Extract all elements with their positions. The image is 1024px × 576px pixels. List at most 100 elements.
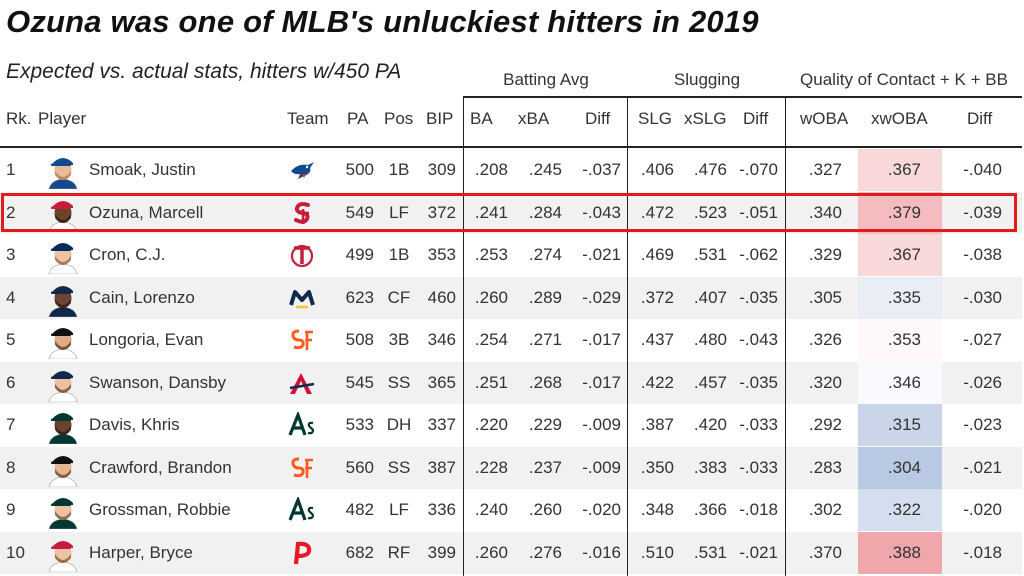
- player-headshot-icon: [48, 243, 78, 274]
- cell-pos: 3B: [388, 330, 410, 349]
- cell-ba: .228: [474, 457, 508, 477]
- xwoba-heat-cell: [858, 191, 942, 234]
- header-rule: [0, 146, 1022, 148]
- cell-diff3: -.040: [963, 160, 1002, 179]
- cell-pa: 482: [345, 500, 374, 519]
- col-header-slg: SLG: [638, 109, 673, 128]
- cell-pa: 533: [345, 415, 374, 434]
- col-header-woba-diff: Diff: [967, 109, 993, 128]
- col-header-pos: Pos: [384, 109, 414, 128]
- cell-xba: .268: [528, 372, 562, 392]
- cell-pa: 499: [345, 245, 374, 264]
- giants-logo-icon: [291, 457, 313, 478]
- cell-xba: .274: [528, 245, 562, 264]
- col-header-slg-diff: Diff: [743, 109, 769, 128]
- cell-bip: 336: [427, 500, 456, 519]
- cell-player: Crawford, Brandon: [89, 457, 232, 477]
- cell-ba: .253: [474, 245, 508, 264]
- cell-xba: .245: [528, 160, 562, 179]
- cell-diff1: -.009: [582, 415, 621, 434]
- cell-diff1: -.029: [582, 287, 621, 307]
- group-underline-slugging: [628, 96, 785, 98]
- table-row: 10 Harper, Bryce 682 RF 399 .260 .276 -.016 .510…: [0, 531, 1022, 574]
- table-row: 2 Ozuna, Marcell 549 LF 372 .241 .284 -.043 .472…: [0, 191, 1022, 234]
- cell-slg: .372: [640, 287, 674, 307]
- cell-xslg: .531: [693, 542, 727, 562]
- cell-rk: 2: [6, 202, 16, 222]
- cell-ba: .260: [474, 287, 508, 307]
- xwoba-heat-cell: [858, 234, 942, 276]
- col-header-rank: Rk.: [6, 109, 32, 128]
- table-row: 4 Cain, Lorenzo 623 CF 460 .260 .289 -.029 .372.…: [0, 276, 1022, 319]
- cell-xslg: .476: [693, 160, 727, 179]
- cell-ba: .220: [474, 415, 508, 434]
- group-header-batting-avg: Batting Avg: [503, 70, 589, 89]
- cell-slg: .387: [640, 415, 674, 434]
- player-headshot-icon: [48, 370, 78, 402]
- cell-xba: .260: [528, 500, 562, 519]
- phillies-logo-icon: [293, 541, 312, 564]
- cell-bip: 309: [427, 160, 456, 179]
- cell-diff2: -.043: [739, 330, 778, 349]
- cell-pa: 508: [345, 330, 374, 349]
- cell-woba: .305: [808, 287, 842, 307]
- cell-bip: 460: [427, 287, 456, 307]
- col-header-bip: BIP: [426, 109, 454, 128]
- cell-diff1: -.037: [582, 160, 621, 179]
- cell-player: Grossman, Robbie: [89, 500, 231, 519]
- cell-xba: .276: [528, 542, 562, 562]
- cell-player: Longoria, Evan: [89, 330, 204, 349]
- cell-diff2: -.033: [739, 457, 778, 477]
- cell-slg: .422: [640, 372, 674, 392]
- cell-diff1: -.009: [582, 457, 621, 477]
- player-headshot-icon: [48, 158, 78, 189]
- col-header-woba: wOBA: [800, 109, 849, 128]
- cell-slg: .406: [640, 160, 674, 179]
- table-row: 6 Swanson, Dansby 545 SS 365 .251 .268 -.017 .42…: [0, 361, 1022, 404]
- cell-pos: CF: [387, 287, 411, 307]
- cell-xslg: .407: [693, 287, 727, 307]
- twins-logo-icon: [290, 244, 314, 268]
- player-headshot-icon: [48, 540, 78, 572]
- cell-woba: .327: [808, 160, 842, 179]
- cell-pos: SS: [387, 457, 411, 477]
- player-headshot-icon: [48, 285, 78, 317]
- cell-xwoba: .322: [887, 500, 921, 519]
- cell-rk: 6: [6, 372, 16, 392]
- xwoba-heat-cell: [858, 319, 942, 361]
- cell-player: Harper, Bryce: [89, 542, 193, 562]
- cell-diff3: -.027: [963, 330, 1002, 349]
- cell-pa: 623: [345, 287, 374, 307]
- cell-rk: 1: [6, 160, 16, 179]
- page-title: Ozuna was one of MLB's unluckiest hitter…: [6, 4, 759, 39]
- cell-xslg: .366: [693, 500, 727, 519]
- cell-bip: 387: [427, 457, 456, 477]
- cell-woba: .329: [808, 245, 842, 264]
- cell-diff3: -.021: [963, 457, 1002, 477]
- cell-rk: 9: [6, 500, 16, 519]
- xwoba-heat-cell: [858, 404, 942, 446]
- table-row: 1 Smoak, Justin 500 1B 309 .208 .245 -.037 .406.…: [0, 149, 1022, 191]
- cell-player: Cron, C.J.: [89, 245, 166, 264]
- cell-bip: 372: [427, 202, 456, 222]
- table-row: 8 Crawford, Brandon 560 SS 387 .228 .237 -.009.…: [0, 446, 1022, 489]
- cell-diff3: -.023: [963, 415, 1002, 434]
- cell-pos: SS: [387, 372, 411, 392]
- xwoba-heat-cell: [858, 276, 942, 319]
- cell-pos: 1B: [388, 160, 410, 179]
- cell-diff2: -.070: [739, 160, 778, 179]
- cell-xslg: .531: [693, 245, 727, 264]
- player-headshot-icon: [48, 200, 78, 232]
- cell-xwoba: .379: [887, 202, 921, 222]
- cell-diff1: -.021: [582, 245, 621, 264]
- cell-diff2: -.021: [739, 542, 778, 562]
- cell-xwoba: .304: [887, 457, 921, 477]
- cell-player: Smoak, Justin: [89, 160, 196, 179]
- cell-xslg: .383: [693, 457, 727, 477]
- cell-diff1: -.043: [582, 202, 621, 222]
- col-header-pa: PA: [347, 109, 369, 128]
- cell-xwoba: .388: [887, 542, 921, 562]
- cell-xslg: .480: [693, 330, 727, 349]
- col-header-xba: xBA: [518, 109, 550, 128]
- cell-rk: 7: [6, 415, 16, 434]
